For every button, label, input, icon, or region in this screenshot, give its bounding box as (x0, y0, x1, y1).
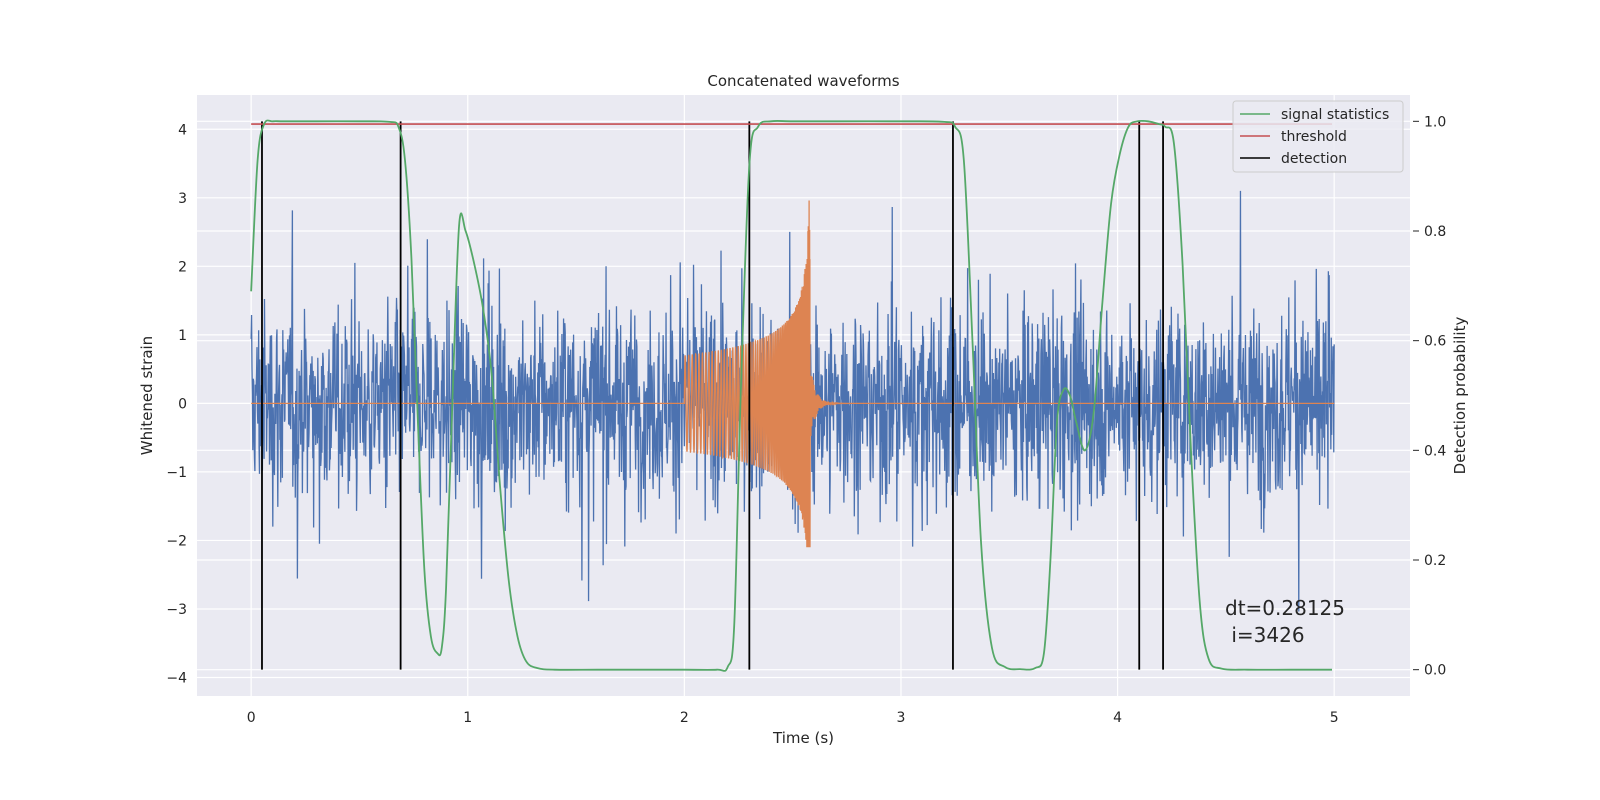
y2-tick-label: 0.8 (1424, 224, 1446, 240)
injected-waveform-line (251, 200, 1335, 548)
annotation-index: i=3426 (1225, 623, 1305, 647)
y-tick-label: −1 (166, 465, 187, 481)
x-tick-label: 4 (1113, 710, 1122, 726)
injected-waveform-layer (251, 200, 1335, 548)
y2-tick-label: 0.4 (1424, 443, 1446, 459)
y-axis-label: Whitened strain (138, 336, 156, 455)
y-tick-label: 2 (178, 259, 187, 275)
x-tick-label: 5 (1330, 710, 1339, 726)
y-tick-label: −4 (166, 670, 187, 686)
noise-series-layer (250, 190, 1335, 612)
legend-entry-detection: detection (1281, 151, 1347, 167)
legend-box (1232, 100, 1404, 173)
y-tick-label: 3 (178, 191, 187, 207)
legend-entry-signal-statistics: signal statistics (1281, 107, 1389, 123)
y2-tick-label: 0.0 (1424, 663, 1446, 679)
legend-entry-threshold: threshold (1281, 129, 1347, 145)
tick-labels: 0 1 2 3 4 5 −4 −3 −2 −1 0 1 2 3 4 0.0 0.2 0.4 0.6 0.8 1.0 (166, 114, 1446, 726)
x-tick-label: 3 (897, 710, 906, 726)
x-tick-label: 2 (680, 710, 689, 726)
y-tick-label: −3 (166, 602, 187, 618)
detection-layer (261, 121, 1164, 670)
legend: signal statistics threshold detection (1232, 100, 1404, 173)
y2-tick-label: 0.2 (1424, 553, 1446, 569)
x-axis-label: Time (s) (772, 729, 834, 747)
y2-tick-label: 0.6 (1424, 334, 1446, 350)
y-tick-label: 1 (178, 328, 187, 344)
x-tick-label: 1 (463, 710, 472, 726)
y-tick-label: 0 (178, 396, 187, 412)
y-tick-label: 4 (178, 122, 187, 138)
signal-statistics-line (250, 119, 1333, 672)
y-tick-label: −2 (166, 533, 187, 549)
chart-title: Concatenated waveforms (707, 72, 899, 90)
annotation-dt: dt=0.28125 (1225, 596, 1345, 620)
noise-series-line (250, 190, 1335, 612)
y2-axis-label: Detection probability (1451, 317, 1469, 475)
x-tick-label: 0 (247, 710, 256, 726)
y2-tick-label: 1.0 (1424, 114, 1446, 130)
signal-statistics-layer (250, 119, 1333, 672)
